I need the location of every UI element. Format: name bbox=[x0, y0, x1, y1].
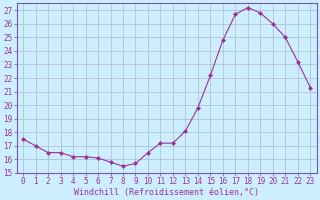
X-axis label: Windchill (Refroidissement éolien,°C): Windchill (Refroidissement éolien,°C) bbox=[74, 188, 259, 197]
